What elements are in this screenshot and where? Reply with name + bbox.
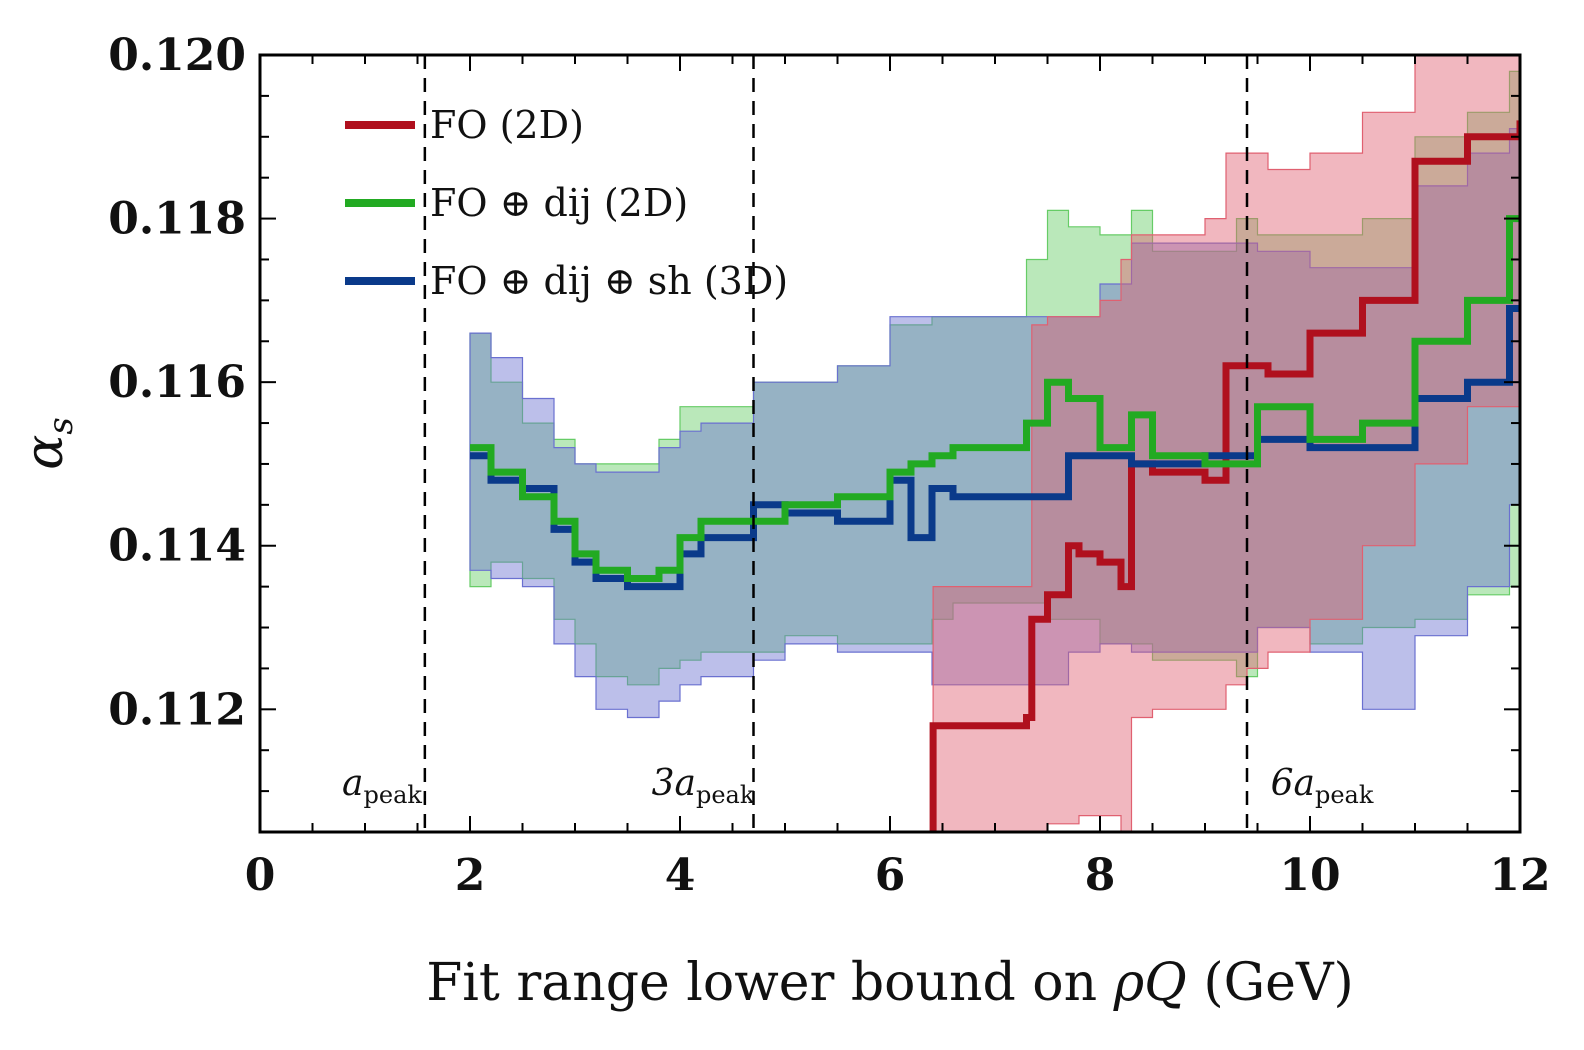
x-axis-title: Fit range lower bound on ρQ (GeV): [426, 953, 1354, 1013]
legend-label-1: FO ⊕ dij (2D): [430, 181, 688, 225]
y-tick-label: 0.118: [108, 194, 246, 245]
band-series-2: [469, 128, 1520, 719]
y-tick-label: 0.120: [108, 30, 246, 81]
x-tick-label: 6: [875, 850, 906, 901]
y-tick-label: 0.116: [108, 357, 246, 408]
peak-annotation-0: apeak: [342, 763, 422, 809]
uncertainty-bands: [469, 55, 1520, 832]
x-tick-label: 4: [665, 850, 696, 901]
legend-label-0: FO (2D): [430, 103, 584, 147]
reference-vertical-lines: [423, 55, 1249, 832]
x-tick-label: 10: [1279, 850, 1340, 901]
x-tick-label: 12: [1489, 850, 1550, 901]
central-value-lines: [470, 120, 1520, 832]
peak-annotation-2: 6apeak: [1271, 763, 1374, 809]
y-axis-title: αs: [15, 417, 81, 470]
legend: FO (2D) FO ⊕ dij (2D) FO ⊕ dij ⊕ sh (3D): [345, 103, 788, 303]
y-tick-label: 0.112: [108, 684, 246, 735]
y-tick-label: 0.114: [108, 521, 246, 572]
line-series-0: [929, 120, 1520, 832]
x-tick-label: 0: [245, 850, 276, 901]
x-tick-label: 2: [455, 850, 486, 901]
legend-label-2: FO ⊕ dij ⊕ sh (3D): [430, 259, 788, 303]
tick-labels: 0 2 4 6 8 10 12 0.112 0.114 0.116 0.118 0.120: [108, 30, 1550, 901]
peak-annotations: apeak 3apeak 6apeak: [342, 763, 1374, 809]
x-tick-label: 8: [1085, 850, 1116, 901]
line-series-1: [470, 215, 1520, 582]
peak-annotation-1: 3apeak: [652, 763, 755, 809]
plot-frame: [258, 53, 1522, 834]
